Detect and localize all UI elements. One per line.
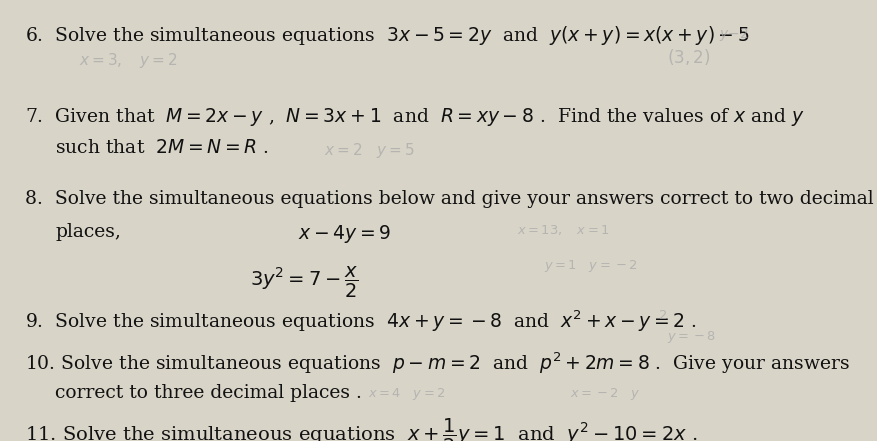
Text: $2$: $2$ [658,309,667,321]
Text: 11. Solve the simultaneous equations  $x+\dfrac{1}{2}y=1$  and  $y^2-10=2x$ .: 11. Solve the simultaneous equations $x+… [25,417,697,441]
Text: $y=1\quad y=-2$: $y=1\quad y=-2$ [544,258,638,274]
Text: 8.  Solve the simultaneous equations below and give your answers correct to two : 8. Solve the simultaneous equations belo… [25,190,873,208]
Text: 6.  Solve the simultaneous equations  $3x-5=2y$  and  $y(x+y)=x(x+y)-5$: 6. Solve the simultaneous equations $3x-… [25,24,749,47]
Text: 9.  Solve the simultaneous equations  $4x+y=-8$  and  $x^2+x-y=2$ .: 9. Solve the simultaneous equations $4x+… [25,309,696,334]
Text: $x=4\quad y=2$: $x=4\quad y=2$ [368,386,446,402]
Text: $x-4y=9$: $x-4y=9$ [298,223,391,245]
Text: $x=13,\quad x=1$: $x=13,\quad x=1$ [517,223,610,237]
Text: $y=-8$: $y=-8$ [667,329,716,345]
Text: correct to three decimal places .: correct to three decimal places . [55,384,362,402]
Text: $x=3,\quad y=2$: $x=3,\quad y=2$ [79,51,177,70]
Text: $y{-}2$: $y{-}2$ [719,26,748,43]
Text: $(3,2)$: $(3,2)$ [667,47,710,67]
Text: places,: places, [55,223,121,241]
Text: $3y^2=7-\dfrac{x}{2}$: $3y^2=7-\dfrac{x}{2}$ [250,265,359,300]
Text: such that  $2M=N=R$ .: such that $2M=N=R$ . [55,139,269,157]
Text: $x=-2\quad y$: $x=-2\quad y$ [570,386,641,402]
Text: 10. Solve the simultaneous equations  $p-m=2$  and  $p^2+2m=8$ .  Give your answ: 10. Solve the simultaneous equations $p-… [25,351,850,376]
Text: $x=2\quad y=5$: $x=2\quad y=5$ [324,141,415,160]
Text: 7.  Given that  $M=2x-y$ ,  $N=3x+1$  and  $R=xy-8$ .  Find the values of $x$ an: 7. Given that $M=2x-y$ , $N=3x+1$ and $R… [25,106,804,128]
